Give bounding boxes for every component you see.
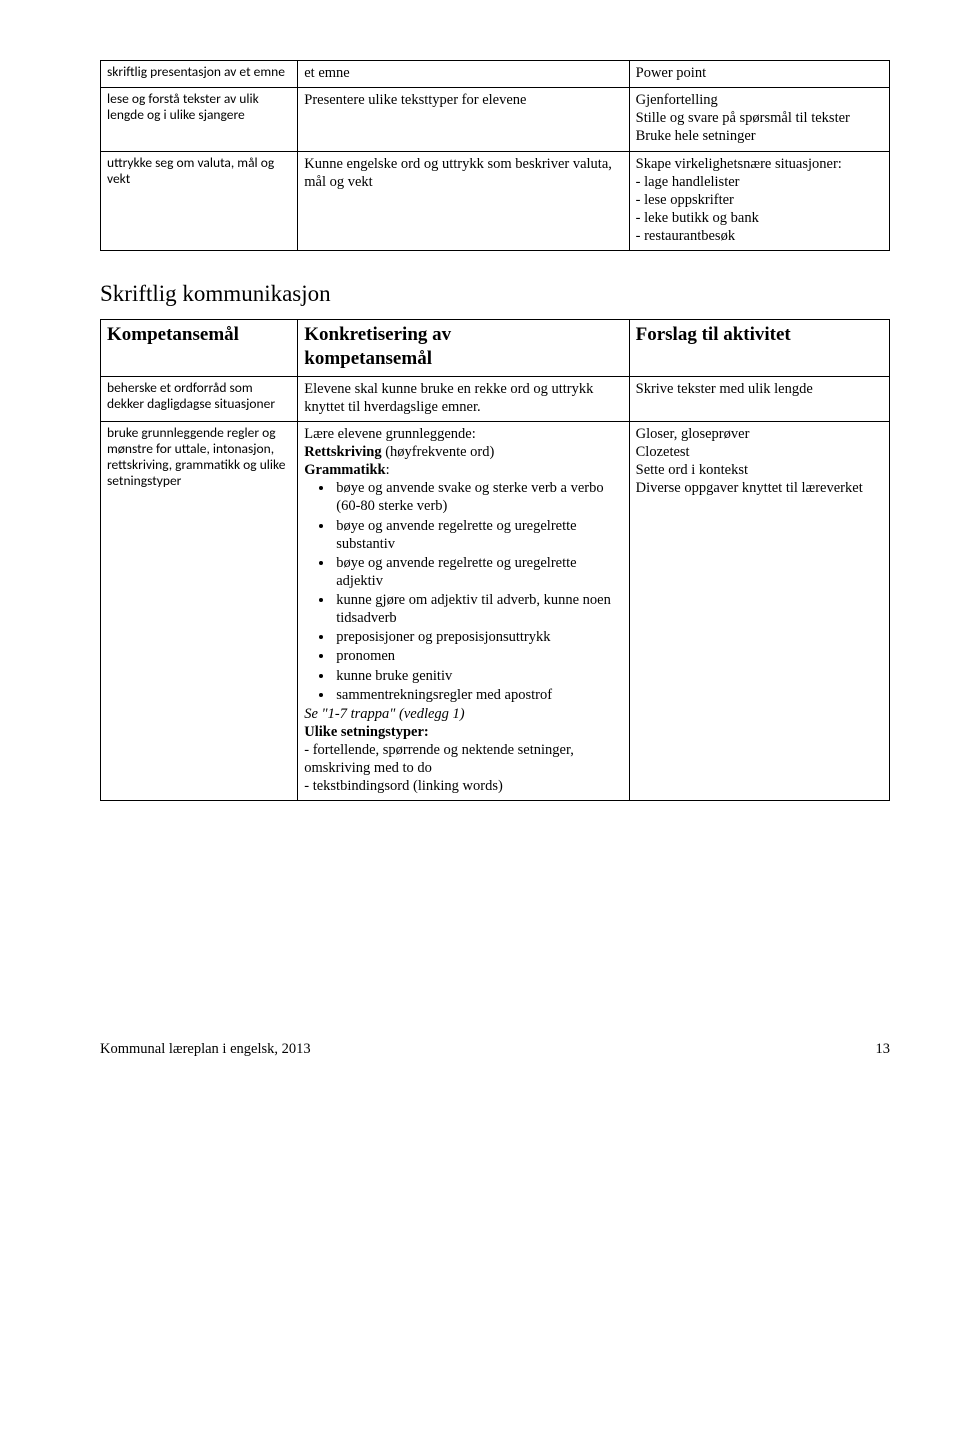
cell-line: - lese oppskrifter — [636, 191, 883, 209]
cell-c2: et emne — [298, 61, 629, 88]
footer: Kommunal læreplan i engelsk, 2013 13 — [100, 1041, 890, 1058]
cell-line: Lære elevene grunnleggende: — [304, 425, 622, 443]
cell-line: Grammatikk: — [304, 461, 622, 479]
table-row: bruke grunnleggende regler og mønstre fo… — [101, 421, 890, 801]
cell-c2: Presentere ulike teksttyper for elevene — [298, 88, 629, 151]
cell-line: Stille og svare på spørsmål til tekster — [636, 109, 883, 127]
table-row: beherske et ordforråd som dekker dagligd… — [101, 376, 890, 421]
cell-line: Diverse oppgaver knyttet til læreverket — [636, 479, 883, 497]
list-item: preposisjoner og preposisjonsuttrykk — [334, 628, 622, 646]
cell-c3: Gjenfortelling Stille og svare på spørsm… — [629, 88, 889, 151]
list-item: kunne bruke genitiv — [334, 667, 622, 685]
list-item: kunne gjøre om adjektiv til adverb, kunn… — [334, 591, 622, 627]
cell-line-italic: Se "1-7 trappa" (vedlegg 1) — [304, 705, 622, 723]
footer-left: Kommunal læreplan i engelsk, 2013 — [100, 1041, 311, 1058]
cell-line: - fortellende, spørrende og nektende set… — [304, 741, 622, 777]
cell-line: Bruke hele setninger — [636, 127, 883, 145]
paren-text: (høyfrekvente ord) — [382, 444, 495, 460]
table-header-row: Kompetansemål Konkretisering av kompetan… — [101, 320, 890, 377]
table-row: skriftlig presentasjon av et emne et emn… — [101, 61, 890, 88]
table-row: uttrykke seg om valuta, mål og vekt Kunn… — [101, 151, 890, 251]
cell-c2: Elevene skal kunne bruke en rekke ord og… — [298, 376, 629, 421]
cell-line: Gloser, gloseprøver — [636, 425, 883, 443]
cell-c3: Power point — [629, 61, 889, 88]
colon: : — [386, 462, 390, 478]
cell-c1: uttrykke seg om valuta, mål og vekt — [101, 151, 298, 251]
cell-c1: lese og forstå tekster av ulik lengde og… — [101, 88, 298, 151]
cell-line: Gjenfortelling — [636, 91, 883, 109]
bold-text: Rettskriving — [304, 444, 381, 460]
cell-c3: Skrive tekster med ulik lengde — [629, 376, 889, 421]
cell-line: - restaurantbesøk — [636, 227, 883, 245]
cell-c2: Kunne engelske ord og uttrykk som beskri… — [298, 151, 629, 251]
cell-c1: bruke grunnleggende regler og mønstre fo… — [101, 421, 298, 801]
cell-c1: skriftlig presentasjon av et emne — [101, 61, 298, 88]
cell-line: Skape virkelighetsnære situasjoner: — [636, 155, 883, 173]
cell-c3: Gloser, gloseprøver Clozetest Sette ord … — [629, 421, 889, 801]
list-item: pronomen — [334, 647, 622, 665]
cell-c1: beherske et ordforråd som dekker dagligd… — [101, 376, 298, 421]
cell-line: - leke butikk og bank — [636, 209, 883, 227]
list-item: bøye og anvende regelrette og uregelrett… — [334, 554, 622, 590]
header-c2-line2: kompetansemål — [304, 348, 432, 369]
bold-text: Grammatikk — [304, 462, 385, 478]
cell-c2: Lære elevene grunnleggende: Rettskriving… — [298, 421, 629, 801]
list-item: bøye og anvende regelrette og uregelrett… — [334, 517, 622, 553]
table-row: lese og forstå tekster av ulik lengde og… — [101, 88, 890, 151]
list-item: bøye og anvende svake og sterke verb a v… — [334, 479, 622, 515]
table-main: Kompetansemål Konkretisering av kompetan… — [100, 319, 890, 801]
cell-line: - lage handlelister — [636, 173, 883, 191]
table-top: skriftlig presentasjon av et emne et emn… — [100, 60, 890, 251]
cell-line: Clozetest — [636, 443, 883, 461]
cell-line: Sette ord i kontekst — [636, 461, 883, 479]
header-c3: Forslag til aktivitet — [629, 320, 889, 377]
cell-line-bold: Ulike setningstyper: — [304, 723, 622, 741]
list-item: sammentrekningsregler med apostrof — [334, 686, 622, 704]
section-heading: Skriftlig kommunikasjon — [100, 281, 890, 307]
header-c2-line1: Konkretisering av — [304, 324, 451, 345]
cell-line: Rettskriving (høyfrekvente ord) — [304, 443, 622, 461]
bullet-list: bøye og anvende svake og sterke verb a v… — [320, 479, 622, 704]
page-container: skriftlig presentasjon av et emne et emn… — [0, 0, 960, 1098]
footer-page-number: 13 — [876, 1041, 891, 1058]
cell-c3: Skape virkelighetsnære situasjoner: - la… — [629, 151, 889, 251]
header-c2: Konkretisering av kompetansemål — [298, 320, 629, 377]
cell-line: - tekstbindingsord (linking words) — [304, 777, 622, 795]
header-c1: Kompetansemål — [101, 320, 298, 377]
